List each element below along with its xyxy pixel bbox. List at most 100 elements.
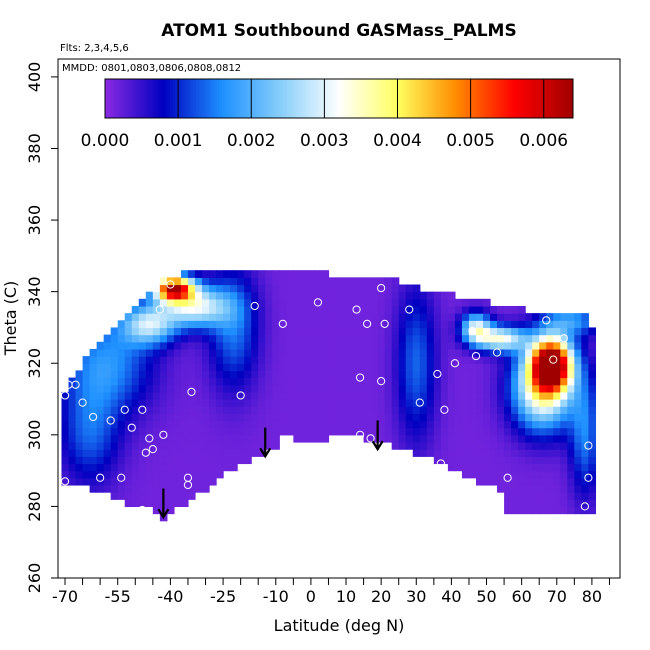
heatmap-cell (166, 399, 175, 407)
heatmap-cell (518, 384, 526, 393)
heatmap-cell (511, 413, 519, 422)
heatmap-cell (223, 384, 231, 393)
heatmap-cell (145, 413, 154, 422)
sample-point (127, 423, 136, 432)
heatmap-cell (216, 434, 224, 443)
heatmap-cell (307, 384, 316, 393)
heatmap-cell (398, 348, 407, 357)
heatmap-cell (202, 284, 210, 293)
heatmap-cell (539, 356, 547, 364)
colorbar-swatch (170, 79, 174, 118)
heatmap-cell (412, 341, 421, 350)
heatmap-cell (567, 320, 575, 329)
heatmap-cell (194, 413, 203, 422)
heatmap-cell (405, 370, 414, 379)
heatmap-cell (216, 291, 224, 300)
heatmap-cell (138, 399, 147, 407)
heatmap-cell (356, 341, 365, 350)
heatmap-cell (138, 456, 147, 465)
heatmap-cell (454, 463, 463, 472)
heatmap-cell (230, 341, 238, 350)
heatmap-cell (223, 370, 231, 379)
heatmap-cell (419, 420, 428, 429)
sample-point (355, 373, 365, 382)
heatmap-cell (265, 441, 273, 450)
heatmap-cell (539, 399, 547, 407)
heatmap-cell (539, 348, 547, 357)
heatmap-cell (300, 377, 308, 386)
colorbar-swatch (471, 79, 475, 118)
heatmap-cell (546, 463, 554, 472)
heatmap-cell (532, 363, 540, 371)
heatmap-cell (61, 399, 70, 407)
heatmap-cell (398, 356, 407, 364)
heatmap-cell (300, 420, 308, 429)
heatmap-cell (251, 277, 259, 286)
colorbar-swatch (266, 79, 270, 118)
heatmap-cell (560, 363, 568, 371)
heatmap-cell (518, 456, 526, 465)
heatmap-cell (461, 313, 470, 321)
heatmap-cell (321, 406, 330, 414)
heatmap-cell (251, 441, 259, 450)
heatmap-cell (391, 434, 400, 443)
heatmap-cell (447, 348, 456, 357)
heatmap-cell (145, 334, 154, 343)
heatmap-cell (152, 463, 161, 472)
heatmap-cell (504, 341, 512, 350)
heatmap-cell (490, 477, 498, 486)
heatmap-cell (300, 391, 308, 400)
heatmap-cell (166, 470, 175, 479)
heatmap-cell (497, 327, 505, 336)
heatmap-cell (342, 406, 351, 414)
colorbar-swatch (404, 79, 408, 118)
heatmap-cell (433, 456, 442, 465)
heatmap-cell (244, 284, 252, 293)
heatmap-cell (230, 441, 238, 450)
heatmap-cell (433, 363, 442, 371)
heatmap-cell (546, 492, 554, 500)
heatmap-cell (258, 427, 266, 436)
colorbar-swatch (315, 79, 319, 118)
heatmap-cell (335, 327, 344, 336)
heatmap-cell (490, 320, 498, 329)
heatmap-cell (68, 470, 77, 479)
heatmap-cell (293, 420, 301, 429)
heatmap-cell (574, 313, 582, 321)
heatmap-cell (75, 370, 84, 379)
heatmap-cell (180, 477, 189, 486)
heatmap-cell (405, 441, 414, 450)
heatmap-cell (321, 420, 330, 429)
colorbar-swatch (331, 79, 335, 118)
heatmap-cell (159, 363, 168, 371)
heatmap-cell (152, 470, 161, 479)
heatmap-cell (377, 434, 386, 443)
heatmap-cell (89, 434, 98, 443)
colorbar-swatch (409, 79, 413, 118)
heatmap-cell (110, 484, 119, 493)
heatmap-cell (96, 348, 105, 357)
heatmap-cell (377, 334, 386, 343)
heatmap-cell (61, 391, 70, 400)
heatmap-cell (532, 391, 540, 400)
heatmap-cell (307, 363, 316, 371)
heatmap-cell (145, 370, 154, 379)
colorbar-swatch (427, 79, 431, 118)
heatmap-cell (166, 477, 175, 486)
heatmap-cell (384, 377, 393, 386)
heatmap-cell (265, 291, 273, 300)
heatmap-cell (546, 384, 554, 393)
heatmap-cell (447, 406, 456, 414)
heatmap-cell (145, 377, 154, 386)
heatmap-cell (391, 413, 400, 422)
heatmap-cell (419, 427, 428, 436)
heatmap-cell (342, 377, 351, 386)
heatmap-cell (377, 298, 386, 307)
heatmap-cell (237, 370, 245, 379)
heatmap-cell (173, 477, 182, 486)
heatmap-cell (209, 291, 217, 300)
heatmap-cell (490, 420, 498, 429)
heatmap-cell (103, 477, 112, 486)
heatmap-cell (349, 291, 358, 300)
heatmap-cell (553, 492, 561, 500)
